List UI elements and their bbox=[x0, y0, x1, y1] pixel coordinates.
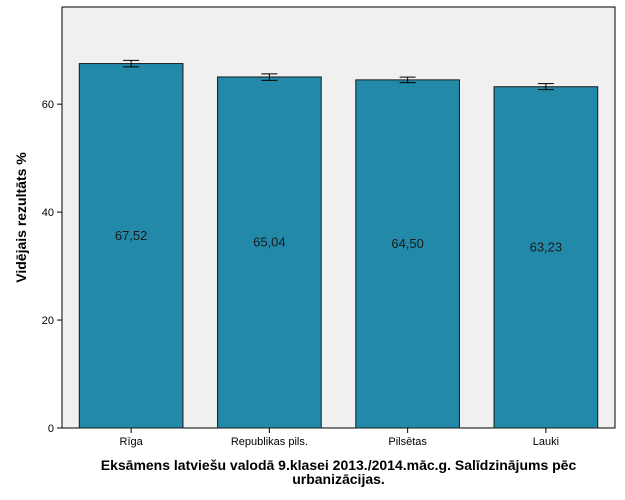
data-label: 64,50 bbox=[391, 236, 424, 251]
y-tick-label: 20 bbox=[42, 315, 54, 327]
bar bbox=[493, 86, 599, 429]
y-tick-label: 40 bbox=[42, 207, 54, 219]
y-axis-title: Vidējais rezultāts % bbox=[13, 152, 29, 283]
x-axis-title-line-1: Eksāmens latviešu valodā 9.klasei 2013./… bbox=[101, 457, 577, 473]
data-label: 65,04 bbox=[253, 234, 286, 249]
x-tick-label: Pilsētas bbox=[388, 436, 427, 448]
bar bbox=[217, 76, 322, 429]
x-tick-label: Lauki bbox=[533, 436, 559, 448]
data-label: 67,52 bbox=[115, 228, 148, 243]
y-tick-label: 0 bbox=[48, 423, 54, 435]
data-label: 63,23 bbox=[530, 239, 563, 254]
y-tick-label: 60 bbox=[42, 99, 54, 111]
bar bbox=[78, 63, 184, 429]
x-tick-label: Republikas pils. bbox=[231, 436, 308, 448]
bar bbox=[355, 79, 460, 429]
x-axis-title-line-2: urbanizācijas. bbox=[292, 471, 385, 487]
x-tick-label: Rīga bbox=[120, 436, 144, 448]
